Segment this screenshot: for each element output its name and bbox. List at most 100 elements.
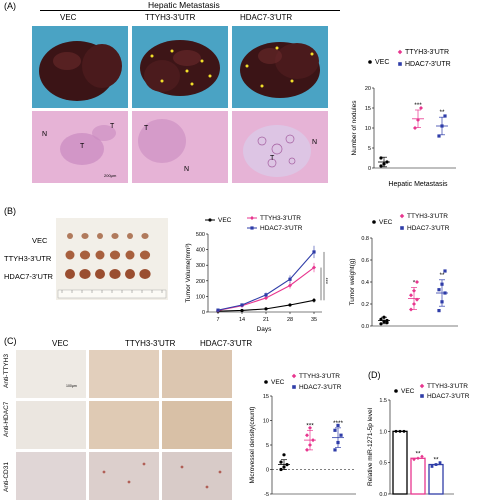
x-tick-label: 21 <box>263 317 269 323</box>
ihc-cd31-hdac7-vessels <box>180 465 222 489</box>
significance-label: *** <box>414 102 422 109</box>
he-label-n: N <box>42 131 48 138</box>
y-tick-label: 0 <box>368 166 371 172</box>
legend-label: HDAC7-3'UTR <box>260 225 303 232</box>
tumor-0-1 <box>81 233 89 239</box>
legend-marker <box>420 394 424 398</box>
data-point <box>419 106 423 110</box>
panel-a-title: Hepatic Metastasis <box>148 0 220 10</box>
he-label-n2: N <box>184 166 190 173</box>
liver-image-hdac7 <box>240 42 320 98</box>
y-tick-label: 400 <box>196 248 205 254</box>
y-tick-label: 10 <box>365 126 371 132</box>
legend-marker <box>368 60 372 64</box>
liver-photo-ttyh3 <box>132 26 228 108</box>
he-label-t1: T <box>110 123 115 130</box>
tumor-0-2 <box>97 233 103 239</box>
significance-label: ** <box>433 457 439 464</box>
data-point <box>339 433 343 437</box>
ihc-hdac7-vec <box>16 401 86 449</box>
liver-image-vec <box>39 41 122 101</box>
y-tick-label: 5 <box>368 146 371 152</box>
data-point <box>279 460 283 464</box>
x-tick-label: 7 <box>216 317 219 323</box>
he-scalebar-label: 200μm <box>104 173 117 178</box>
tumor-1-1 <box>79 250 91 260</box>
he-stain-vec: N T T 200μm <box>32 111 128 183</box>
data-point <box>312 298 316 302</box>
tumor-2-2 <box>95 269 105 279</box>
legend-label: TTYH3-3'UTR <box>405 49 449 56</box>
panel-b-row-hdac7: HDAC7-3'UTR <box>4 272 53 281</box>
significance-label: **** <box>333 420 344 427</box>
significance-label: *** <box>306 422 314 429</box>
he-image-ttyh3 <box>138 119 186 163</box>
y-tick-label: 100 <box>196 294 205 300</box>
tumor-0-0 <box>67 233 73 239</box>
panel-c-row-ttyh3: Anti-TTYH3 <box>3 354 10 388</box>
tumor-1-4 <box>125 250 135 260</box>
significance-label: ** <box>415 450 421 457</box>
panel-c-col-hdac7: HDAC7-3'UTR <box>200 339 253 348</box>
significance-label: ** <box>439 109 445 116</box>
y-tick-label: 5 <box>266 443 269 449</box>
y-tick-label: 10 <box>263 419 269 425</box>
he-stain-hdac7: T N <box>232 111 328 183</box>
y-tick-label: 0.8 <box>361 236 369 242</box>
y-tick-label: 0.6 <box>361 258 369 264</box>
panel-a-col-hdac7: HDAC7-3'UTR <box>240 13 293 22</box>
legend-marker <box>397 49 403 55</box>
data-point <box>412 457 416 462</box>
y-axis-label: Number of nodules <box>351 100 358 156</box>
data-point <box>264 307 268 311</box>
legend-marker <box>292 385 296 389</box>
significance-label: *** <box>326 277 332 284</box>
y-tick-label: 0.0 <box>379 492 387 498</box>
y-tick-label: 200 <box>196 279 205 285</box>
legend-label: HDAC7-3'UTR <box>299 384 342 391</box>
liver-photo-vec <box>32 26 128 108</box>
y-tick-label: 0.0 <box>361 324 369 330</box>
panel-a-label: (A) <box>4 1 16 11</box>
data-point <box>333 428 337 432</box>
x-tick-label: 14 <box>239 317 245 323</box>
tumor-1-0 <box>65 250 75 260</box>
legend-label: VEC <box>401 388 415 395</box>
data-point <box>308 425 312 430</box>
legend-marker <box>250 226 254 230</box>
tumor-image <box>57 233 167 299</box>
y-tick-label: 1.5 <box>379 398 387 404</box>
series-line <box>217 267 315 311</box>
tumor-1-3 <box>109 250 121 260</box>
legend-marker <box>250 216 254 220</box>
ihc-hdac7-ttyh3 <box>89 401 159 449</box>
legend-label: VEC <box>375 59 389 66</box>
y-tick-label: 1.0 <box>379 429 387 435</box>
data-point <box>420 454 424 459</box>
data-point <box>312 265 316 270</box>
legend-label: VEC <box>218 217 232 224</box>
tumor-2-4 <box>125 269 135 279</box>
data-point <box>282 453 286 457</box>
he-label-t3: T <box>144 125 149 132</box>
y-axis-label: Relative miR-1271-5p level <box>367 407 374 486</box>
data-point <box>398 429 402 433</box>
legend-label: HDAC7-3'UTR <box>427 393 470 400</box>
ihc-cd31-ttyh3-vessels <box>102 462 146 484</box>
x-tick-label: 35 <box>311 317 317 323</box>
bar <box>428 463 444 495</box>
y-tick-label: -5 <box>264 492 269 498</box>
tumor-2-1 <box>79 269 91 279</box>
y-tick-label: 0 <box>202 310 205 316</box>
data-point <box>312 250 316 254</box>
data-point <box>443 114 447 118</box>
legend-marker <box>400 226 404 230</box>
data-point <box>434 463 438 466</box>
data-point <box>437 134 441 138</box>
y-tick-label: 20 <box>365 86 371 92</box>
y-tick-label: 15 <box>263 394 269 400</box>
he-image-vec <box>60 125 116 165</box>
data-point <box>305 433 309 438</box>
